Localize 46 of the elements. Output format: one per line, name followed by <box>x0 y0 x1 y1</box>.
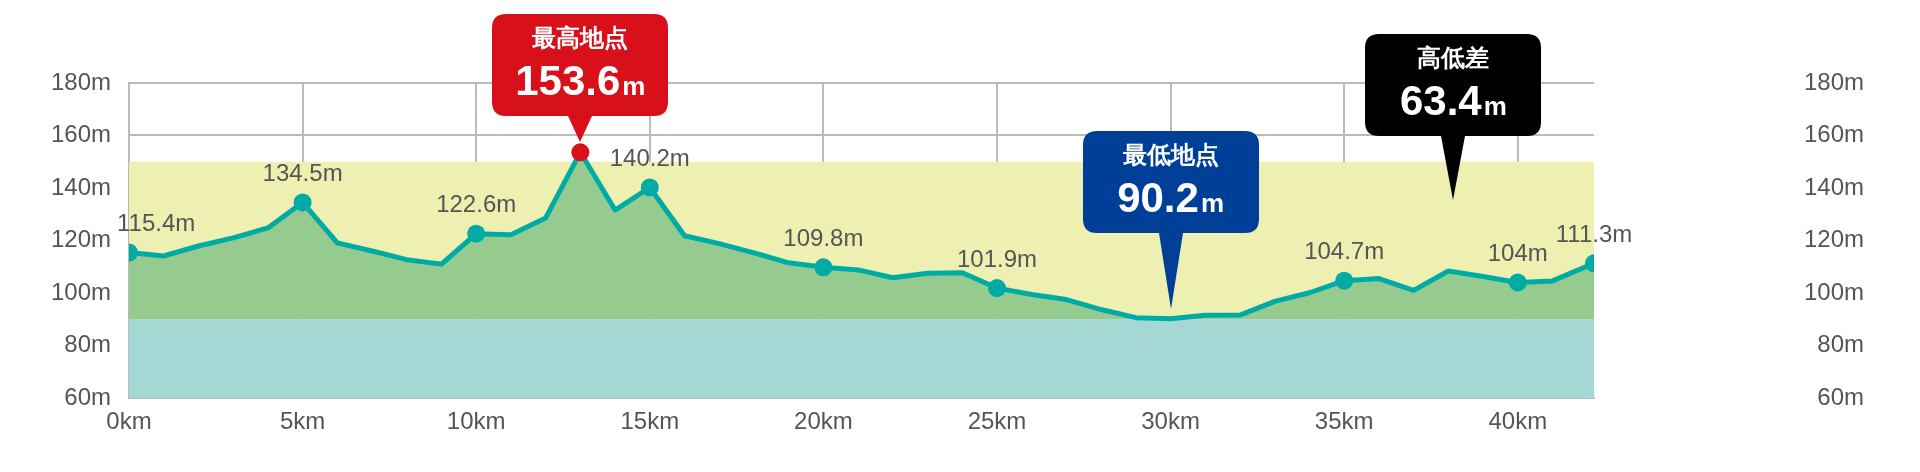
y2-tick-label: 100m <box>50 277 111 305</box>
speech-bubble: 高低差 63.4m <box>1365 33 1542 200</box>
data-label: 122.6m <box>436 190 517 218</box>
x-tick-label: 0km <box>106 407 152 435</box>
speech-bubble: 最低地点 90.2m <box>1082 130 1259 309</box>
data-label: 111.3m <box>1555 219 1633 247</box>
y-tick-label: 180m <box>1803 67 1864 95</box>
x-tick-label: 10km <box>446 407 506 435</box>
x-tick-label: 40km <box>1488 407 1548 435</box>
y2-tick-label: 120m <box>50 225 111 253</box>
point <box>640 178 659 197</box>
x-tick-label: 15km <box>620 407 680 435</box>
x-tick-label: 20km <box>794 407 853 435</box>
point <box>987 279 1006 298</box>
annotation: 最低地点 90.2m <box>1116 139 1225 221</box>
y2-tick-label: 160m <box>50 120 111 148</box>
y2-tick-label: 60m <box>64 382 111 410</box>
speech-bubble: 最高地点 153.6m <box>492 14 669 143</box>
point <box>571 143 590 162</box>
point <box>1508 273 1527 292</box>
annotation: 高低差 63.4m <box>1398 42 1508 124</box>
data-label: 104.7m <box>1304 237 1385 265</box>
x-tick-label: 35km <box>1314 407 1374 435</box>
y-tick-label: 160m <box>1803 120 1864 148</box>
y-tick-label: 80m <box>1817 330 1864 358</box>
data-label: 104m <box>1487 239 1548 267</box>
y-tick-label: 140m <box>1803 172 1864 200</box>
y-tick-label: 120m <box>1803 225 1864 253</box>
data-label: 134.5m <box>262 159 343 187</box>
x-tick-label: 25km <box>967 407 1027 435</box>
y-tick-label: 100m <box>1803 277 1864 305</box>
data-label: 109.8m <box>783 223 864 251</box>
y2-tick-label: 140m <box>50 172 111 200</box>
point <box>1335 271 1354 290</box>
x-tick-label: 5km <box>279 407 326 435</box>
point <box>814 258 833 277</box>
x-tick-label: 30km <box>1141 407 1200 435</box>
y2-tick-label: 80m <box>64 330 111 358</box>
y-tick-label: 60m <box>1817 382 1864 410</box>
data-label: 101.9m <box>956 244 1038 272</box>
data-label: 115.4m <box>116 209 196 237</box>
point <box>293 193 312 212</box>
annotation: 最高地点 153.6m <box>514 23 647 105</box>
point <box>467 224 486 243</box>
data-label: 140.2m <box>609 144 690 172</box>
y2-tick-label: 180m <box>50 67 111 95</box>
